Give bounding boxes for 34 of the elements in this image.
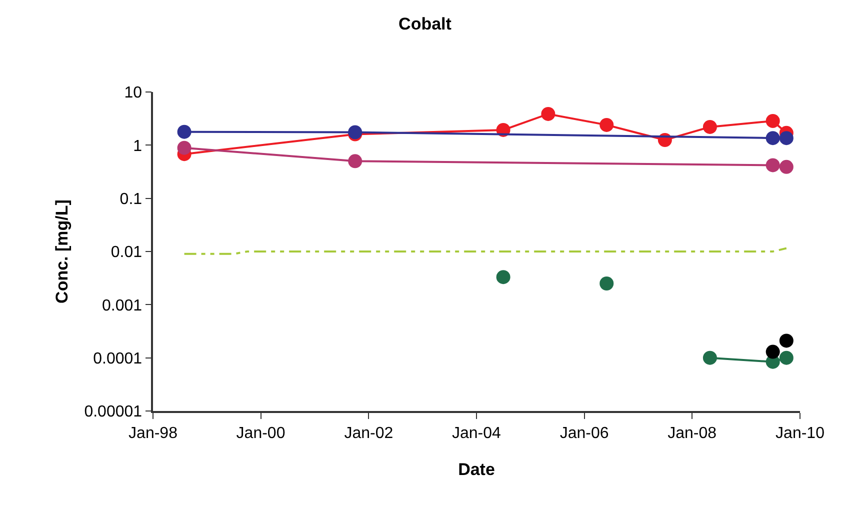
y-tick-label: 0.1	[120, 190, 142, 208]
point	[177, 140, 192, 155]
y-tick-label: 0.00001	[84, 404, 142, 421]
x-tick-label: Jan-00	[236, 424, 286, 442]
x-axis-title: Date	[458, 460, 495, 479]
point	[766, 158, 780, 172]
point	[766, 131, 780, 146]
point	[541, 106, 556, 121]
point	[600, 276, 614, 291]
y-tick-label: 0.001	[102, 297, 142, 314]
point	[779, 350, 794, 365]
y-tick-label: 0.01	[110, 244, 142, 262]
y-tick-label: 10	[124, 84, 142, 102]
point	[779, 334, 794, 348]
x-tick-label: Jan-10	[776, 424, 825, 442]
x-tick-label: Jan-04	[452, 424, 501, 442]
point	[600, 118, 614, 132]
y-tick-label: 0.0001	[93, 350, 142, 368]
point	[766, 114, 780, 128]
point	[496, 270, 510, 284]
point	[348, 154, 362, 168]
x-tick-label: Jan-98	[128, 424, 178, 442]
chart-title: Cobalt	[398, 14, 452, 34]
x-tick-label: Jan-08	[668, 424, 717, 442]
x-tick-label: Jan-06	[560, 424, 609, 442]
point	[779, 160, 794, 174]
point	[177, 124, 192, 139]
point	[702, 120, 717, 134]
point	[702, 350, 717, 365]
point	[766, 344, 780, 359]
y-tick-label: 1	[133, 138, 142, 155]
point	[779, 131, 794, 146]
x-tick-label: Jan-02	[344, 424, 394, 442]
y-axis-title: Conc. [mg/L]	[52, 200, 72, 304]
